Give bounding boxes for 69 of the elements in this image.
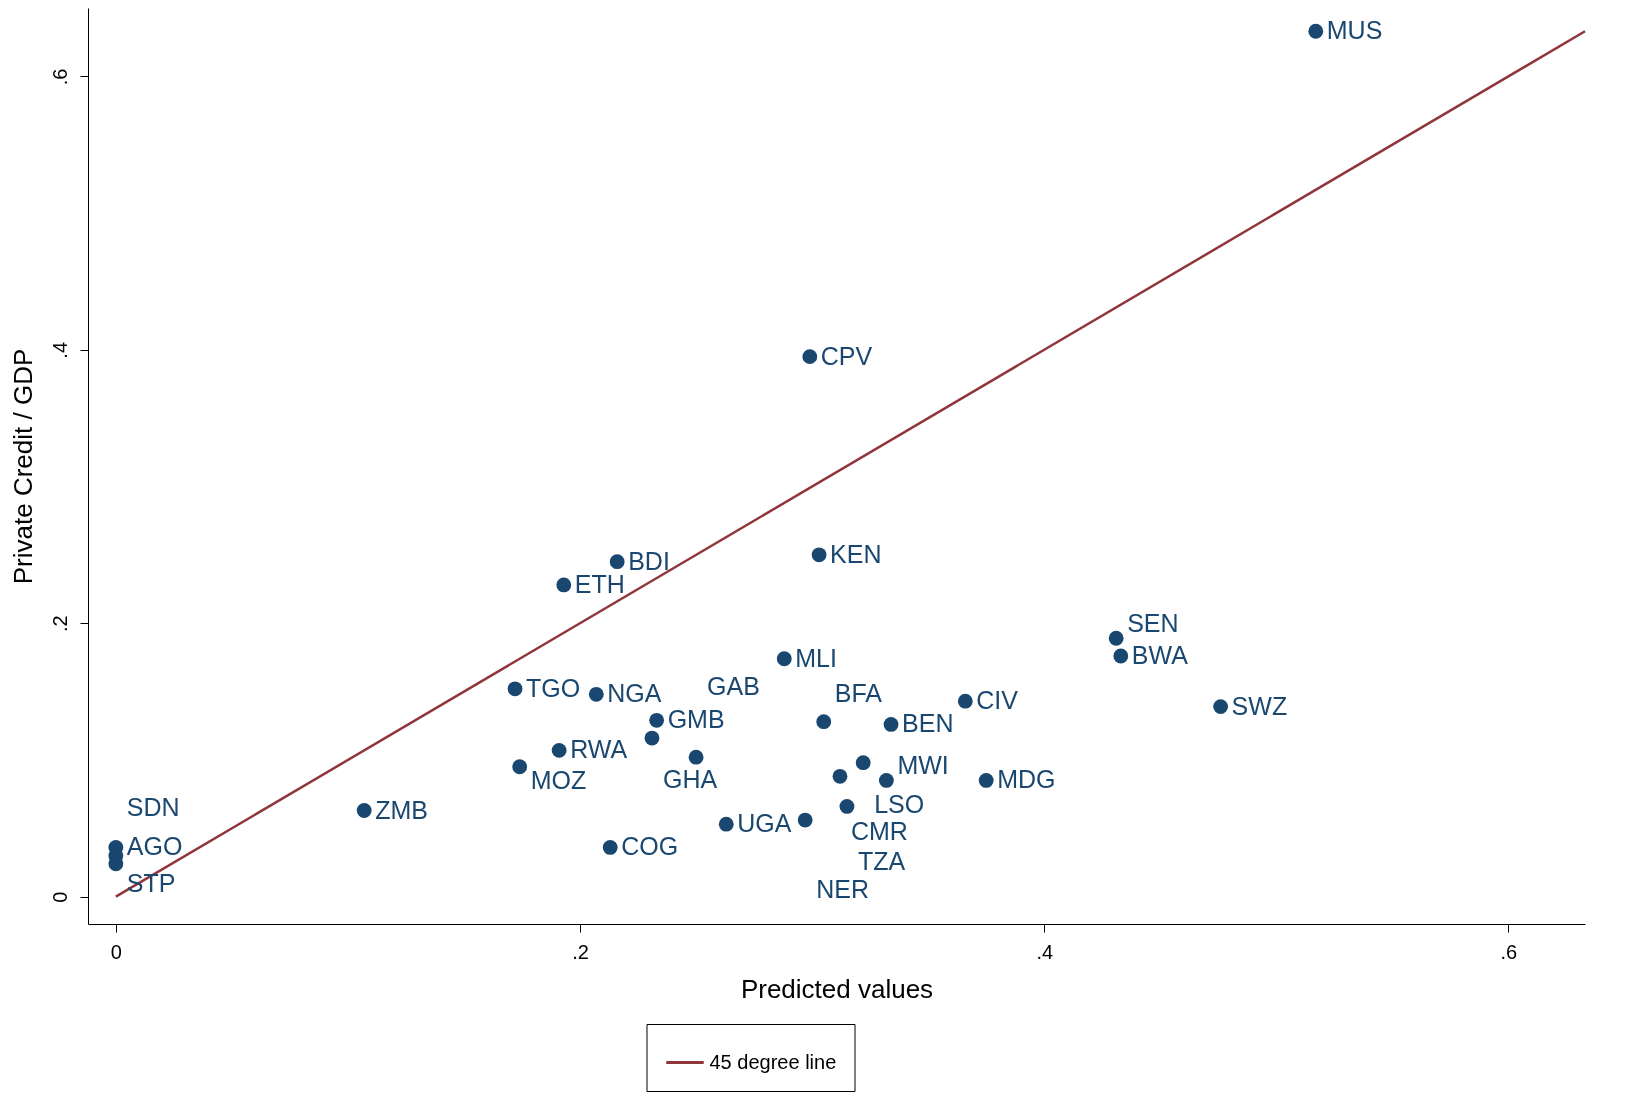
point bbox=[1308, 23, 1324, 39]
annotation: BEN bbox=[902, 709, 954, 738]
point bbox=[644, 730, 660, 746]
annotation: MLI bbox=[795, 643, 837, 672]
point bbox=[832, 768, 848, 784]
x-tick-label: .6 bbox=[1500, 940, 1518, 963]
legend-label: 45 degree line bbox=[709, 1050, 837, 1073]
point bbox=[978, 773, 994, 788]
annotation: CMR bbox=[850, 817, 908, 846]
annotation: TGO bbox=[526, 673, 581, 702]
annotation: NER bbox=[816, 875, 869, 904]
point bbox=[688, 749, 704, 765]
point bbox=[718, 816, 734, 832]
point bbox=[512, 759, 528, 775]
annotation: MUS bbox=[1326, 16, 1383, 45]
y-tick-label: 0 bbox=[48, 891, 71, 903]
point bbox=[356, 803, 372, 818]
annotation: LSO bbox=[874, 789, 925, 818]
x-axis-title: Predicted values bbox=[740, 973, 934, 1004]
annotation: GAB bbox=[707, 672, 760, 701]
x-tick-label: .2 bbox=[572, 940, 589, 963]
annotation: MWI bbox=[897, 751, 949, 780]
point bbox=[507, 681, 523, 697]
point bbox=[649, 712, 665, 728]
annotation: CIV bbox=[976, 686, 1019, 715]
annotation: CPV bbox=[820, 341, 873, 370]
point bbox=[776, 651, 792, 667]
annotation: MOZ bbox=[530, 765, 587, 794]
y-axis-title: Private Credit / GDP bbox=[7, 348, 38, 585]
annotation: BFA bbox=[834, 678, 883, 707]
point bbox=[556, 577, 572, 593]
annotation: KEN bbox=[830, 539, 882, 568]
point bbox=[588, 686, 604, 702]
point bbox=[811, 547, 827, 563]
x-tick-label: 0 bbox=[110, 940, 122, 963]
annotation: UGA bbox=[737, 809, 792, 838]
point bbox=[797, 812, 813, 828]
point bbox=[855, 755, 871, 771]
annotation: BWA bbox=[1131, 641, 1189, 670]
annotation: GHA bbox=[662, 765, 718, 794]
annotation: COG bbox=[621, 832, 679, 861]
y-tick-label: .4 bbox=[48, 341, 71, 359]
point bbox=[551, 742, 567, 758]
annotation: RWA bbox=[570, 735, 628, 764]
point bbox=[609, 554, 625, 570]
annotation: NGA bbox=[607, 679, 662, 708]
point bbox=[839, 799, 855, 814]
annotation: ZMB bbox=[375, 795, 428, 824]
annotation: SEN bbox=[1127, 609, 1179, 638]
annotation: ETH bbox=[574, 569, 625, 598]
point bbox=[602, 840, 618, 855]
annotation: AGO bbox=[126, 832, 183, 861]
annotation: GMB bbox=[667, 705, 725, 734]
point bbox=[816, 714, 832, 730]
annotation: MDG bbox=[997, 765, 1056, 794]
y-tick-label: .2 bbox=[48, 615, 71, 633]
point bbox=[957, 693, 973, 709]
annotation: BDI bbox=[628, 546, 670, 575]
y-tick-label: .6 bbox=[48, 68, 71, 86]
point bbox=[1108, 630, 1124, 646]
annotation: TZA bbox=[857, 847, 906, 876]
point bbox=[1213, 699, 1229, 715]
annotation: SWZ bbox=[1231, 691, 1288, 720]
annotation: SDN bbox=[126, 792, 180, 821]
point bbox=[1113, 648, 1129, 664]
point bbox=[878, 773, 894, 788]
point bbox=[802, 349, 818, 365]
point bbox=[883, 716, 899, 732]
x-tick-label: .4 bbox=[1036, 940, 1054, 963]
